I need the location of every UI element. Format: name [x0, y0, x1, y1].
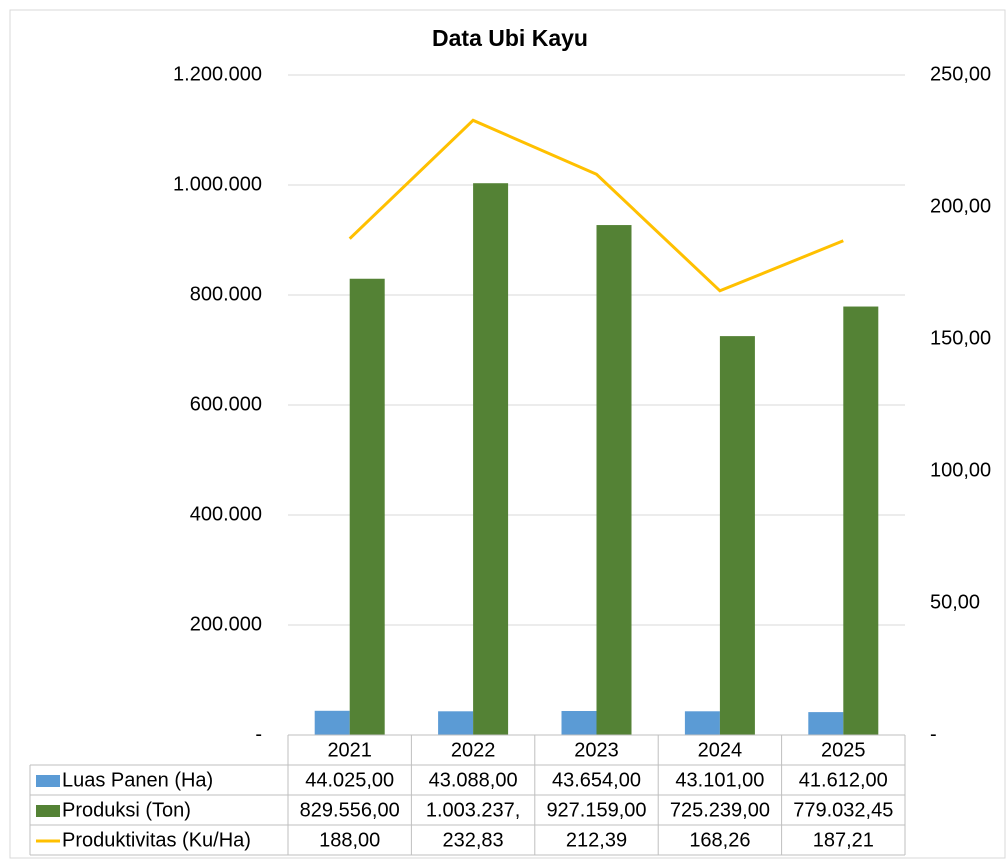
table-cell: 232,83 [443, 829, 504, 851]
bar [596, 225, 632, 735]
table-cell: 41.612,00 [799, 769, 888, 791]
table-cell: 725.239,00 [670, 799, 770, 821]
legend-key [36, 775, 60, 787]
bar [684, 711, 720, 735]
bar [843, 306, 879, 735]
y2-tick-label: 250,00 [930, 63, 991, 85]
y-tick-label: 800.000 [190, 283, 262, 305]
chart-title: Data Ubi Kayu [432, 25, 588, 51]
legend-label: Produksi (Ton) [62, 799, 191, 821]
bar [473, 183, 509, 735]
bar [438, 711, 474, 735]
x-tick-label: 2021 [327, 739, 372, 761]
line-series [348, 118, 844, 293]
y2-tick-label: 50,00 [930, 591, 980, 613]
legend-key [36, 805, 60, 817]
y-tick-label: 200.000 [190, 613, 262, 635]
x-tick-label: 2023 [574, 739, 619, 761]
table-cell: 44.025,00 [305, 769, 394, 791]
table-cell: 188,00 [319, 829, 380, 851]
x-tick-label: 2025 [821, 739, 866, 761]
table-cell: 187,21 [813, 829, 874, 851]
y2-tick-label: 150,00 [930, 327, 991, 349]
x-tick-label: 2024 [698, 739, 743, 761]
y-tick-label: 1.200.000 [173, 63, 262, 85]
y2-tick-label: - [930, 723, 937, 745]
table-cell: 212,39 [566, 829, 627, 851]
table-cell: 43.654,00 [552, 769, 641, 791]
bar [719, 336, 755, 735]
table-cell: 1.003.237, [426, 799, 521, 821]
legend-label: Produktivitas (Ku/Ha) [62, 829, 251, 851]
bar [314, 710, 350, 735]
y-tick-label: - [255, 723, 262, 745]
y-tick-label: 1.000.000 [173, 173, 262, 195]
table-cell: 779.032,45 [793, 799, 893, 821]
y-tick-label: 400.000 [190, 503, 262, 525]
table-cell: 168,26 [689, 829, 750, 851]
table-cell: 43.088,00 [429, 769, 518, 791]
bar [561, 710, 597, 735]
table-cell: 43.101,00 [675, 769, 764, 791]
y-tick-label: 600.000 [190, 393, 262, 415]
table-cell: 829.556,00 [300, 799, 400, 821]
y2-tick-label: 200,00 [930, 195, 991, 217]
table-cell: 927.159,00 [546, 799, 646, 821]
y2-tick-label: 100,00 [930, 459, 991, 481]
x-tick-label: 2022 [451, 739, 496, 761]
chart-border [9, 9, 1006, 859]
legend-label: Luas Panen (Ha) [62, 769, 213, 791]
bar [808, 712, 844, 735]
bar [349, 278, 385, 735]
